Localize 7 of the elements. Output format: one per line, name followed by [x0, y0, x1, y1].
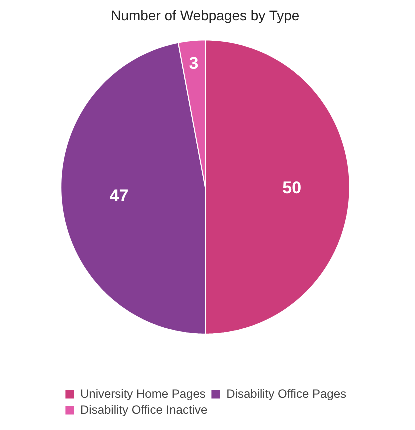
data-label: 3	[189, 54, 199, 73]
legend-label: Disability Office Pages	[226, 387, 347, 401]
chart-title: Number of Webpages by Type	[111, 8, 300, 24]
legend-label: University Home Pages	[80, 387, 206, 401]
data-label: 47	[110, 186, 129, 206]
data-label: 50	[282, 178, 302, 198]
legend-label: Disability Office Inactive	[80, 403, 208, 417]
